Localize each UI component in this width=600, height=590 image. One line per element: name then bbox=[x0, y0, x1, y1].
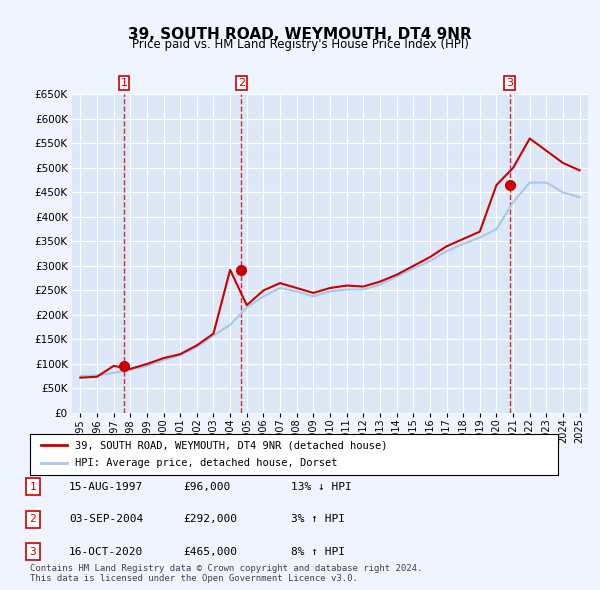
Text: 39, SOUTH ROAD, WEYMOUTH, DT4 9NR (detached house): 39, SOUTH ROAD, WEYMOUTH, DT4 9NR (detac… bbox=[75, 440, 388, 450]
Text: £96,000: £96,000 bbox=[183, 482, 230, 491]
Text: 1: 1 bbox=[29, 482, 37, 491]
Text: 39, SOUTH ROAD, WEYMOUTH, DT4 9NR: 39, SOUTH ROAD, WEYMOUTH, DT4 9NR bbox=[128, 27, 472, 41]
Text: Price paid vs. HM Land Registry's House Price Index (HPI): Price paid vs. HM Land Registry's House … bbox=[131, 38, 469, 51]
Text: 1: 1 bbox=[121, 78, 127, 88]
Text: 2: 2 bbox=[29, 514, 37, 524]
Text: 15-AUG-1997: 15-AUG-1997 bbox=[69, 482, 143, 491]
Text: 13% ↓ HPI: 13% ↓ HPI bbox=[291, 482, 352, 491]
Text: 2: 2 bbox=[238, 78, 245, 88]
Text: 3% ↑ HPI: 3% ↑ HPI bbox=[291, 514, 345, 524]
Text: 3: 3 bbox=[506, 78, 513, 88]
Text: 16-OCT-2020: 16-OCT-2020 bbox=[69, 547, 143, 556]
Text: £292,000: £292,000 bbox=[183, 514, 237, 524]
Text: Contains HM Land Registry data © Crown copyright and database right 2024.
This d: Contains HM Land Registry data © Crown c… bbox=[30, 563, 422, 583]
Text: 3: 3 bbox=[29, 547, 37, 556]
Text: £465,000: £465,000 bbox=[183, 547, 237, 556]
Text: 8% ↑ HPI: 8% ↑ HPI bbox=[291, 547, 345, 556]
Text: 03-SEP-2004: 03-SEP-2004 bbox=[69, 514, 143, 524]
Text: HPI: Average price, detached house, Dorset: HPI: Average price, detached house, Dors… bbox=[75, 458, 337, 468]
